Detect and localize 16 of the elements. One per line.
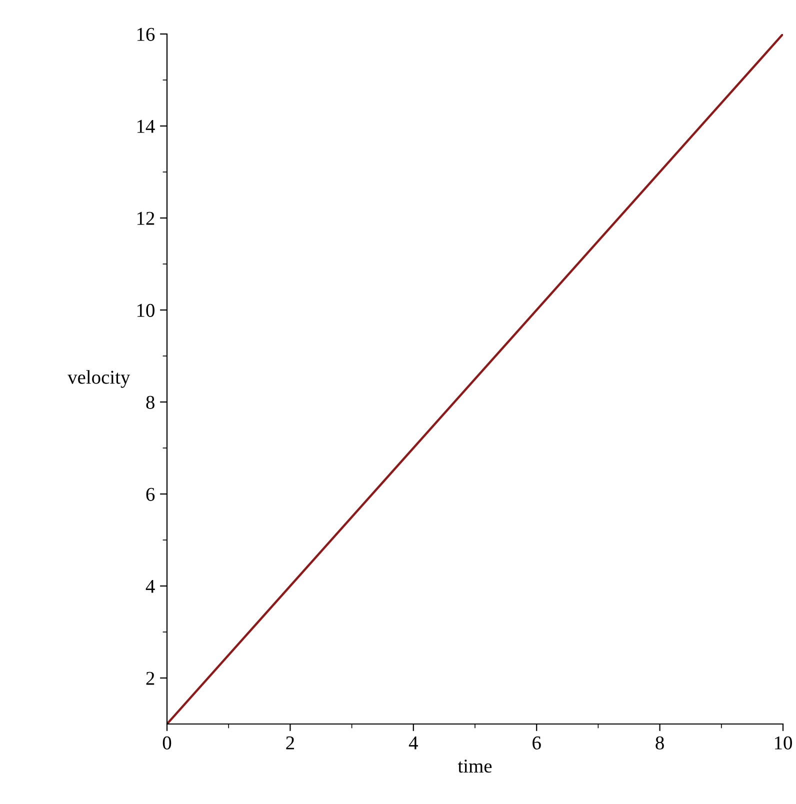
x-axis-title: time (458, 760, 492, 773)
y-tick-label: 10 (137, 304, 154, 317)
x-tick-label: 8 (656, 736, 664, 750)
y-axis-title: velocity (68, 370, 130, 388)
x-tick-label: 0 (162, 736, 172, 750)
y-tick-label: 16 (137, 28, 155, 41)
y-tick-label: 4 (146, 580, 155, 593)
y-tick-label: 2 (146, 672, 154, 685)
x-tick-label: 6 (532, 736, 541, 750)
y-tick-label: 12 (137, 212, 154, 225)
y-tick-label: 14 (137, 120, 155, 133)
y-tick-label: 8 (146, 396, 154, 409)
y-tick-label: 6 (146, 488, 155, 501)
x-tick-label: 4 (408, 736, 418, 750)
x-tick-label: 2 (286, 736, 294, 750)
x-tick-label: 10 (774, 736, 792, 750)
